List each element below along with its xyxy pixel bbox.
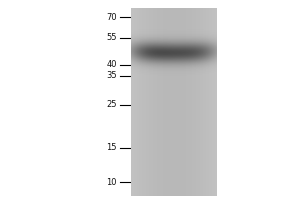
Text: 40: 40 [106,60,117,69]
Text: 55: 55 [106,33,117,42]
Text: 15: 15 [106,143,117,152]
Text: 10: 10 [106,178,117,187]
Text: 35: 35 [106,71,117,80]
Text: 70: 70 [106,13,117,22]
Text: 25: 25 [106,100,117,109]
